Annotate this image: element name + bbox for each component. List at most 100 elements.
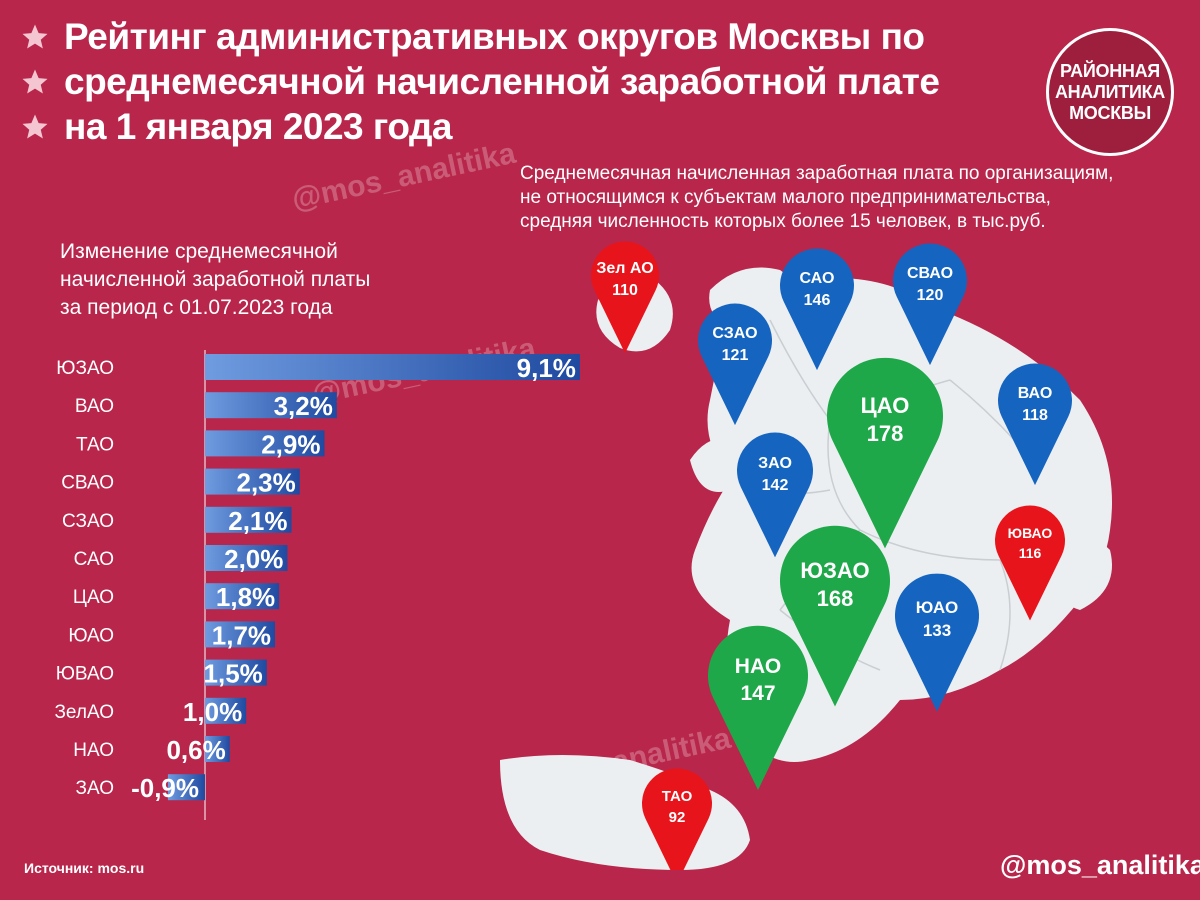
pin-value: 142 <box>762 477 789 494</box>
bar <box>205 736 230 762</box>
pin-marker <box>708 625 808 790</box>
category-label: ЦАО <box>73 587 114 608</box>
pin-marker <box>737 432 813 558</box>
bar-description-line: за период с 01.07.2023 года <box>60 296 333 319</box>
pin-label: СВАО <box>907 265 953 282</box>
pin-label: СЗАО <box>712 325 757 342</box>
pin-label: ЮАО <box>916 598 958 617</box>
category-label: НАО <box>73 740 114 761</box>
value-label: 1,5% <box>204 659 263 689</box>
pin-marker <box>780 525 890 707</box>
value-label: 2,0% <box>224 544 283 574</box>
map-pin: СЗАО 121 <box>698 303 772 426</box>
source: Источник: mos.ru <box>24 860 145 876</box>
category-label: САО <box>74 549 114 570</box>
map-description-line: средняя численность которых более 15 чел… <box>520 211 1046 232</box>
map-pin: ЗАО 142 <box>737 432 813 558</box>
pin-label: ТАО <box>662 788 693 805</box>
pin-marker <box>591 241 659 354</box>
pin-value: 116 <box>1019 545 1042 561</box>
pin-value: 147 <box>740 682 775 705</box>
value-label: 1,0% <box>183 697 242 727</box>
district-border <box>827 419 861 531</box>
map-pin: СВАО 120 <box>893 243 967 366</box>
value-label: 2,1% <box>228 506 287 536</box>
map-region-shape <box>690 437 744 492</box>
map-pin: ЮЗАО 168 <box>780 525 890 707</box>
pin-value: 110 <box>612 282 638 299</box>
district-border <box>769 319 831 421</box>
star-icon <box>22 69 48 93</box>
bar <box>205 392 337 419</box>
category-label: ЮАО <box>68 625 114 646</box>
pin-value: 168 <box>817 586 854 611</box>
tao-shape <box>500 755 750 870</box>
moscow-map: Зел АО 110 САО 146 СВАО 120 СЗАО 121 ВАО 118 ЦАО 17… <box>500 241 1112 870</box>
pin-marker <box>642 768 712 870</box>
category-label: ЮЗАО <box>56 358 114 379</box>
district-border <box>859 529 1001 561</box>
bar <box>205 468 300 495</box>
bar-chart: ЮЗАО 9,1% ВАО 3,2% ТАО 2,9% СВАО 2,3% СЗАО 2,1% СА… <box>54 350 580 820</box>
district-border <box>999 559 1011 671</box>
map-pin: ЮВАО 116 <box>995 505 1065 621</box>
pin-label: Зел АО <box>596 260 653 277</box>
map-pin: НАО 147 <box>708 625 808 790</box>
pin-marker <box>780 248 854 371</box>
pin-label: НАО <box>735 655 781 678</box>
map-pin: САО 146 <box>780 248 854 371</box>
pin-marker <box>998 363 1072 486</box>
bar <box>205 506 292 533</box>
bar <box>205 697 247 724</box>
bar <box>205 545 288 571</box>
pin-label: ЮЗАО <box>800 558 869 583</box>
map-pin: ЦАО 178 <box>827 357 943 549</box>
star-icon <box>22 24 48 48</box>
map-pin: ТАО 92 <box>642 768 712 870</box>
value-label: -0,9% <box>131 773 199 803</box>
category-label: ЗАО <box>75 778 114 799</box>
pin-value: 120 <box>917 287 944 304</box>
logo-line-1: РАЙОННАЯ <box>1060 60 1160 81</box>
pin-marker <box>893 243 967 366</box>
logo-line-2: АНАЛИТИКА <box>1054 81 1165 102</box>
map-description-line: не относящимся к субъектам малого предпр… <box>520 187 1051 208</box>
pin-marker <box>995 505 1065 621</box>
category-label: ЮВАО <box>56 664 114 685</box>
category-label: СЗАО <box>62 511 114 532</box>
title-line-2: среднемесячной начисленной заработной пл… <box>64 61 940 102</box>
pin-value: 92 <box>669 809 686 826</box>
bar <box>205 659 267 686</box>
star-icon <box>22 114 48 138</box>
bar-chart-description: Изменение среднемесячной начисленной зар… <box>60 238 480 322</box>
title-block: Рейтинг административных округов Москвы … <box>20 14 980 149</box>
value-label: 2,3% <box>236 468 295 498</box>
title-line-3: на 1 января 2023 года <box>64 106 453 147</box>
handle: @mos_analitika <box>1000 850 1200 880</box>
value-label: 0,6% <box>166 735 225 765</box>
value-label: 1,7% <box>212 620 271 650</box>
pin-value: 118 <box>1022 407 1048 424</box>
title-line: среднемесячной начисленной заработной пл… <box>20 59 980 104</box>
bar-description-line: начисленной заработной платы <box>60 268 371 291</box>
category-label: ЗелАО <box>54 702 114 723</box>
bar <box>205 583 280 610</box>
title-line: на 1 января 2023 года <box>20 104 980 149</box>
pin-value: 178 <box>867 421 904 446</box>
bar-description-line: Изменение среднемесячной <box>60 240 338 263</box>
pin-marker <box>827 357 943 549</box>
bar <box>205 621 276 648</box>
pin-marker <box>895 573 979 712</box>
category-label: СВАО <box>61 473 114 494</box>
value-label: 1,8% <box>216 582 275 612</box>
map-pin: ВАО 118 <box>998 363 1072 486</box>
map-description-line: Среднемесячная начисленная заработная пл… <box>520 163 1114 184</box>
logo: РАЙОННАЯ АНАЛИТИКА МОСКВЫ <box>1046 28 1174 156</box>
bar <box>167 774 205 801</box>
pin-label: ЗАО <box>758 455 792 472</box>
pin-marker <box>698 303 772 426</box>
value-label: 3,2% <box>274 391 333 421</box>
map-pin: Зел АО 110 <box>591 241 659 354</box>
logo-line-3: МОСКВЫ <box>1069 102 1151 123</box>
pin-value: 146 <box>804 292 831 309</box>
